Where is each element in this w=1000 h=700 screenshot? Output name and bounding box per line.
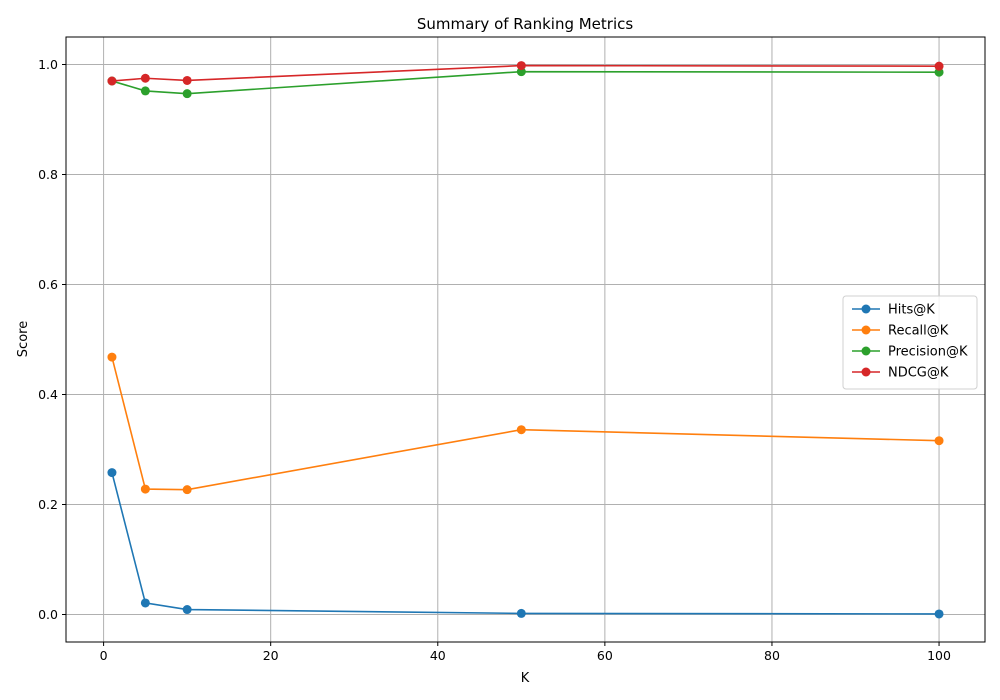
x-tick-label: 20 (263, 648, 279, 663)
chart-title: Summary of Ranking Metrics (417, 15, 634, 33)
series-precision-k (107, 67, 944, 99)
series-line (111, 472, 940, 615)
data-point (516, 425, 526, 435)
series-line (111, 356, 940, 491)
data-point (182, 605, 192, 615)
series-hits-k (107, 468, 944, 619)
data-point (107, 352, 117, 362)
y-tick-label: 0.0 (38, 607, 58, 622)
legend-item: NDCG@K (852, 366, 949, 381)
series-ndcg-k (107, 61, 944, 86)
y-tick-label: 0.8 (38, 167, 58, 182)
y-axis-title: Score (16, 321, 31, 357)
legend-marker (861, 304, 871, 314)
x-axis-title: K (521, 671, 530, 686)
data-point (140, 598, 150, 608)
data-point (182, 89, 192, 99)
data-point (107, 76, 117, 86)
legend: Hits@K Recall@K Precision@K NDCG@K (842, 295, 978, 390)
legend-label: Hits@K (888, 303, 935, 318)
series-layer (107, 61, 944, 619)
series-line (111, 70, 940, 95)
x-tick-label: 0 (100, 648, 108, 663)
series-recall-k (107, 352, 944, 495)
legend-item: Hits@K (852, 303, 935, 318)
y-tick-label: 0.6 (38, 277, 58, 292)
data-point (140, 86, 150, 96)
x-tick-label: 40 (430, 648, 446, 663)
data-point (934, 609, 944, 619)
data-point (140, 73, 150, 83)
plot-area (65, 36, 986, 643)
data-point (182, 485, 192, 495)
x-tick-label: 100 (927, 648, 951, 663)
data-point (182, 75, 192, 85)
x-tick-label: 80 (764, 648, 780, 663)
data-point (140, 484, 150, 494)
legend-marker (861, 367, 871, 377)
data-point (107, 468, 117, 478)
legend-marker (861, 325, 871, 335)
legend-label: Precision@K (888, 345, 968, 360)
legend-item: Recall@K (852, 324, 949, 339)
data-point (516, 61, 526, 71)
x-tick-label: 60 (597, 648, 613, 663)
data-point (516, 608, 526, 618)
legend-label: Recall@K (888, 324, 949, 339)
legend-box (842, 295, 978, 390)
data-point (934, 61, 944, 71)
y-tick-label: 1.0 (38, 57, 58, 72)
legend-item: Precision@K (852, 345, 968, 360)
axis-ticks: 0 20 40 60 80 100 0.0 0.2 0.4 0.6 0.8 1.0 (38, 57, 951, 663)
data-point (934, 436, 944, 446)
legend-marker (861, 346, 871, 356)
legend-label: NDCG@K (888, 366, 949, 381)
y-tick-label: 0.2 (38, 497, 58, 512)
y-tick-label: 0.4 (38, 387, 58, 402)
